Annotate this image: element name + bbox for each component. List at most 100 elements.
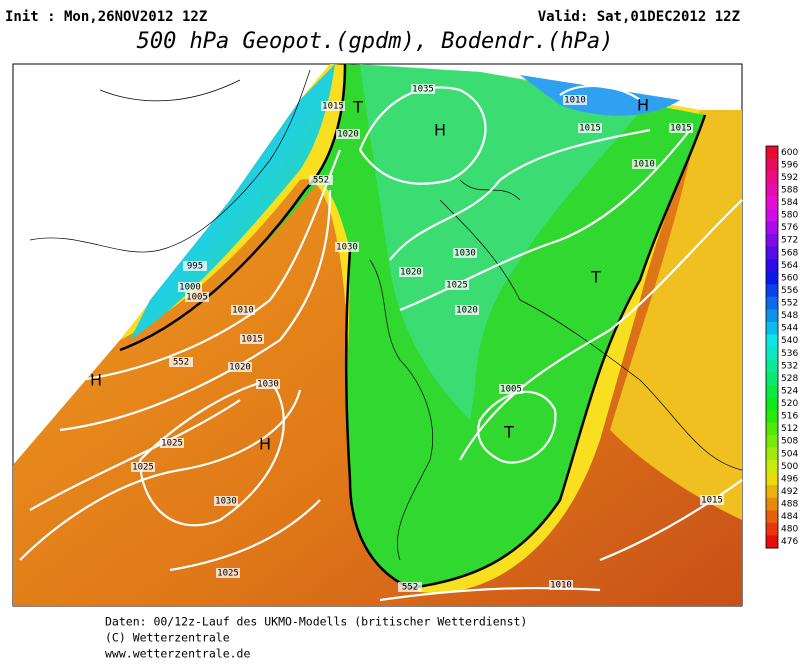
isobar-label-bg <box>256 379 280 389</box>
coastlines <box>29 69 743 561</box>
colorbar-label: 492 <box>781 487 798 497</box>
isobars <box>19 84 743 602</box>
colorbar-swatch <box>766 510 778 524</box>
map-labels: 1015 1020 1035 1010 1015 1015 1010 1030 1030 1020… <box>90 84 724 593</box>
colorbar-swatch <box>766 372 778 386</box>
isobar-label: 552 <box>313 176 329 186</box>
colorbar-swatch <box>766 246 778 260</box>
colorbar-label: 496 <box>781 474 798 484</box>
colorbar: 600 596 592 588 584 580 576 572 568 564 560 556 552 5… <box>765 145 798 549</box>
isobar-label-bg <box>399 267 423 277</box>
colorbar-swatch <box>766 296 778 310</box>
colorbar-label: 540 <box>781 336 798 346</box>
colorbar-swatch <box>766 208 778 222</box>
colorbar-swatch <box>766 321 778 335</box>
isobar-label: 1035 <box>412 85 434 95</box>
isobar-label-bg <box>398 582 422 592</box>
isobar-label-bg <box>160 438 184 448</box>
colorbar-label: 564 <box>781 261 798 271</box>
colorbar-swatch <box>766 460 778 474</box>
colorbar-label: 592 <box>781 173 798 183</box>
isobar-label: 1020 <box>400 268 422 278</box>
colorbar-swatch <box>766 196 778 210</box>
pressure-marker: T <box>352 98 363 117</box>
colorbar-swatch <box>766 359 778 373</box>
init-time: Init : Mon,26NOV2012 12Z <box>5 9 207 25</box>
colorbar-frame <box>765 145 779 549</box>
colorbar-swatch <box>766 347 778 361</box>
colorbar-label: 528 <box>781 374 798 384</box>
colorbar-swatch <box>766 171 778 185</box>
colorbar-label: 508 <box>781 437 798 447</box>
colorbar-swatch <box>766 158 778 172</box>
isobar-label: 1020 <box>456 306 478 316</box>
isobar-label-bg <box>632 159 656 169</box>
colorbar-label: 552 <box>781 299 798 309</box>
colorbar-swatch <box>766 497 778 511</box>
map-fill <box>13 63 742 606</box>
isobar-label: 1015 <box>701 496 723 506</box>
colorbar-swatch <box>766 146 778 160</box>
map-title: 500 hPa Geopot.(gpdm), Bodendr.(hPa) <box>137 29 614 54</box>
colorbar-label: 560 <box>781 273 798 283</box>
isobar-label: 1000 <box>179 283 201 293</box>
pressure-marker: T <box>590 268 601 287</box>
colorbar-label: 576 <box>781 223 798 233</box>
isobar-label: 1025 <box>161 439 183 449</box>
isobar-label: 1025 <box>217 569 239 579</box>
isobar-label-bg <box>336 129 360 139</box>
isobar-label: 1010 <box>564 96 586 106</box>
isobar-label-bg <box>231 305 255 315</box>
isobar-label-bg <box>578 123 602 133</box>
isobar-label: 552 <box>173 358 189 368</box>
colorbar-swatch <box>766 397 778 411</box>
colorbar-swatch <box>766 284 778 298</box>
colorbar-swatch <box>766 434 778 448</box>
isobar-label-bg <box>563 95 587 105</box>
isobar-label-bg <box>240 334 264 344</box>
colorbar-label: 588 <box>781 185 798 195</box>
isobar-label: 1030 <box>215 497 237 507</box>
isobar-label-bg <box>216 568 240 578</box>
colorbar-label: 480 <box>781 525 798 535</box>
isobar-label-bg <box>499 384 523 394</box>
isobar-label: 1010 <box>232 306 254 316</box>
isobar-label-bg <box>228 362 252 372</box>
isobar-label-bg <box>335 242 359 252</box>
isobar-label: 1030 <box>257 380 279 390</box>
isobar-label-bg <box>309 175 333 185</box>
pressure-marker: T <box>503 423 514 442</box>
pressure-marker: H <box>90 371 102 390</box>
colorbar-label: 524 <box>781 386 798 396</box>
pressure-marker: H <box>259 435 271 454</box>
colorbar-swatch <box>766 447 778 461</box>
isobar-label-bg <box>178 282 202 292</box>
isobar-label: 1020 <box>337 130 359 140</box>
isobar-label-bg <box>445 280 469 290</box>
colorbar-swatch <box>766 309 778 323</box>
colorbar-swatch <box>766 409 778 423</box>
isobar-label: 1025 <box>446 281 468 291</box>
isobar-label: 1025 <box>132 463 154 473</box>
colorbar-label: 556 <box>781 286 798 296</box>
isobar-label-bg <box>183 261 207 271</box>
footer-url: www.wetterzentrale.de <box>105 647 250 661</box>
isobar-label-bg <box>321 101 345 111</box>
colorbar-label: 484 <box>781 512 798 522</box>
isobar-label-bg <box>411 84 435 94</box>
isobar-label: 1020 <box>229 363 251 373</box>
isobar-label: 1005 <box>186 293 208 303</box>
pressure-marker: H <box>434 121 446 140</box>
isobar-label-bg <box>669 123 693 133</box>
colorbar-label: 548 <box>781 311 798 321</box>
colorbar-label: 476 <box>781 537 798 547</box>
colorbar-swatch <box>766 422 778 436</box>
colorbar-label: 504 <box>781 449 798 459</box>
colorbar-swatch <box>766 259 778 273</box>
colorbar-swatch <box>766 384 778 398</box>
isobar-label: 995 <box>187 262 203 272</box>
isobar-label-bg <box>185 292 209 302</box>
isobar-label: 1010 <box>550 581 572 591</box>
